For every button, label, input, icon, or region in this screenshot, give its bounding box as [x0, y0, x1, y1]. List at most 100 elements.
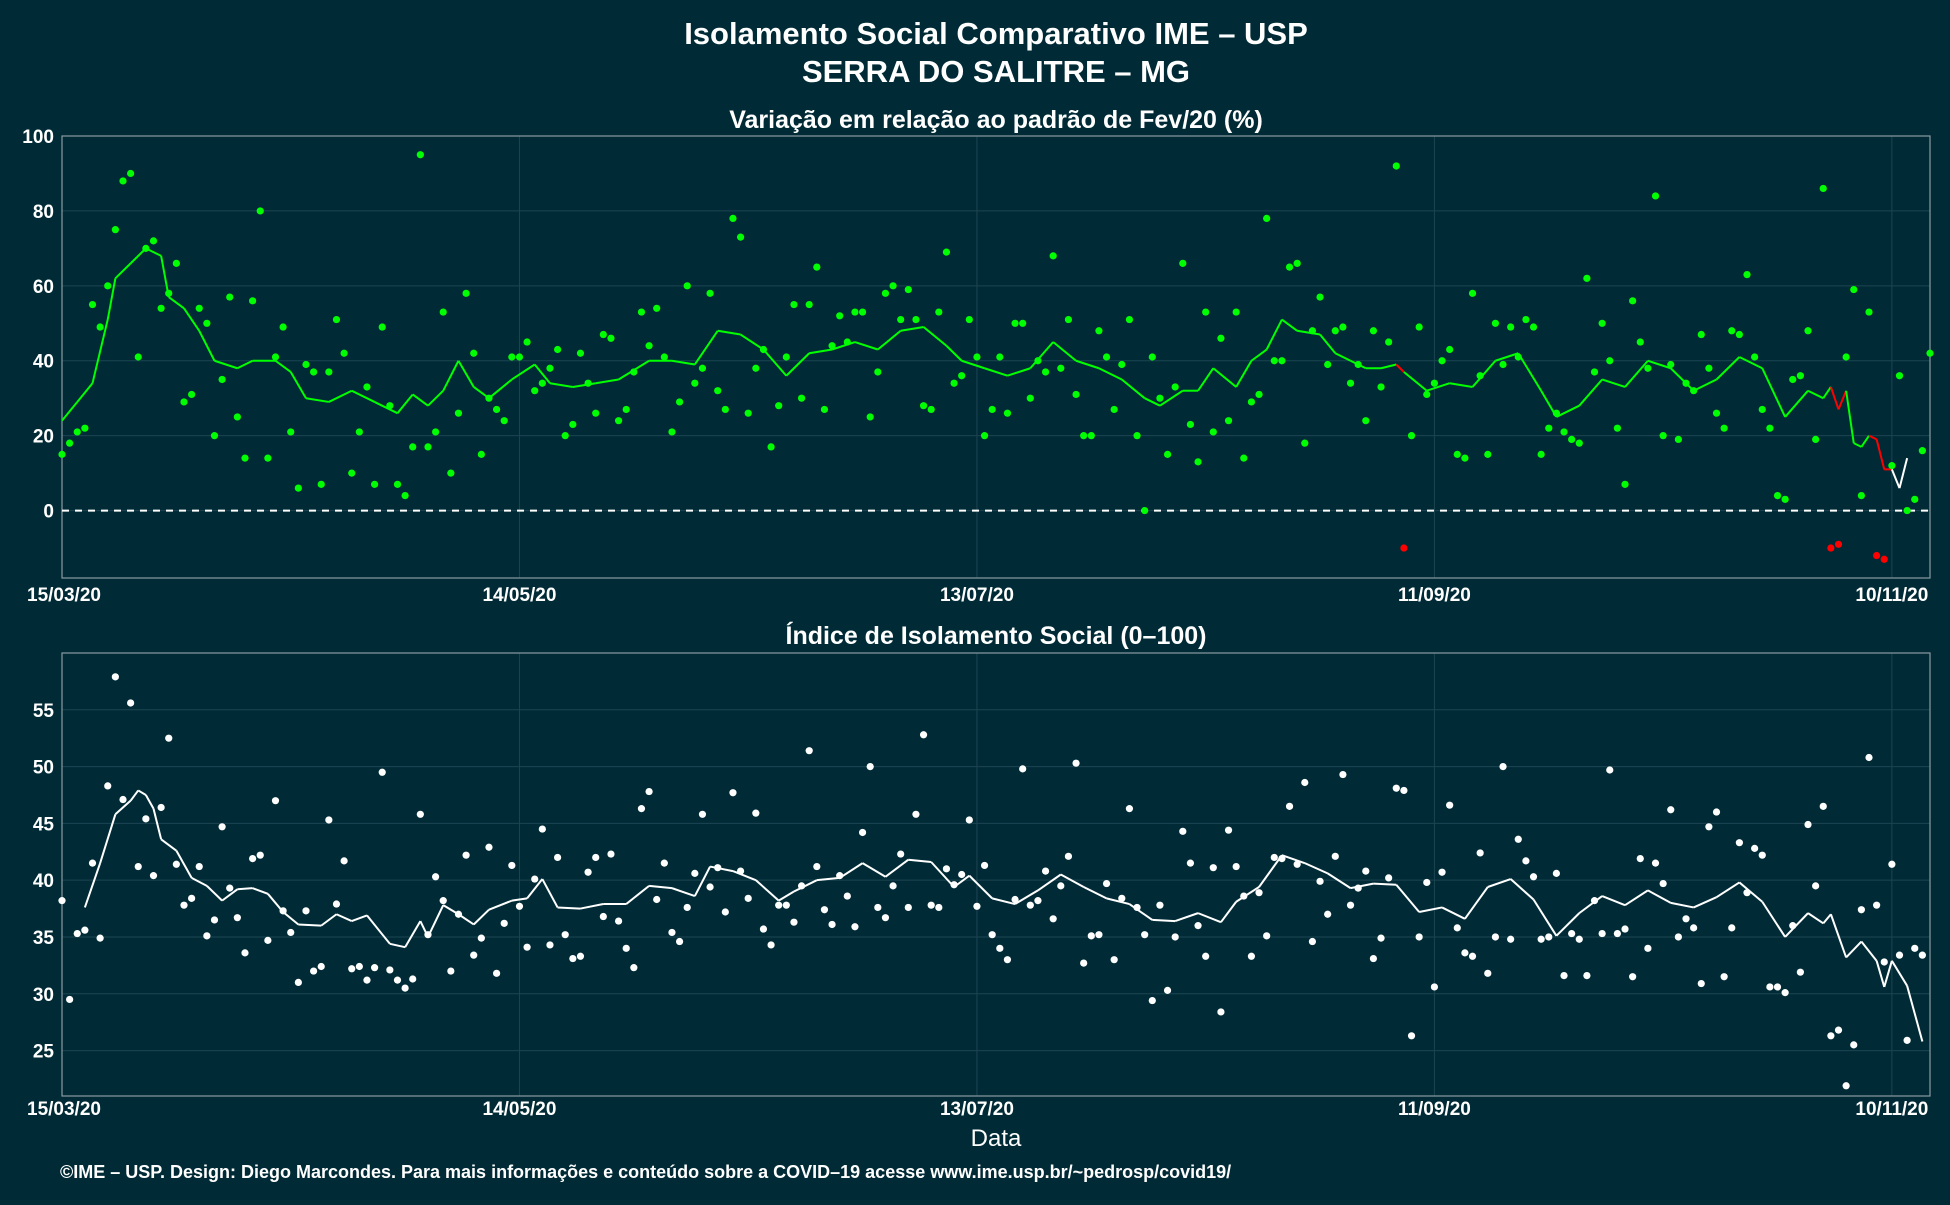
trend-line-segment	[160, 838, 177, 852]
data-point	[836, 872, 844, 880]
data-point	[1873, 551, 1881, 560]
data-point	[1263, 932, 1271, 940]
data-point	[1011, 895, 1019, 904]
data-point	[1690, 387, 1698, 395]
data-point	[1575, 439, 1583, 447]
data-point	[66, 439, 74, 447]
data-point	[1735, 330, 1743, 339]
data-point	[462, 289, 470, 297]
data-point	[1316, 293, 1324, 301]
data-point	[1232, 862, 1240, 871]
y-tick-label: 35	[33, 928, 55, 949]
trend-line-segment	[1327, 872, 1352, 889]
data-point	[561, 931, 569, 939]
trend-line-segment	[831, 341, 856, 351]
trend-line-segment	[1250, 348, 1268, 362]
trend-line-segment	[389, 942, 406, 949]
data-point	[325, 368, 333, 376]
data-point	[1880, 958, 1888, 966]
data-point	[477, 934, 485, 942]
data-point	[203, 932, 211, 940]
data-point	[790, 918, 798, 926]
trend-line-segment	[1471, 360, 1497, 388]
trend-line-segment	[488, 899, 513, 911]
data-point	[1026, 394, 1034, 402]
chart-title-line1: Isolamento Social Comparativo IME – USP	[684, 16, 1308, 51]
trend-line-segment	[1784, 390, 1809, 418]
data-point	[1392, 784, 1400, 792]
trend-line-segment	[1265, 319, 1283, 350]
data-point	[401, 491, 409, 500]
trend-line-segment	[984, 367, 1008, 377]
data-point	[614, 417, 623, 425]
data-point	[401, 984, 409, 992]
data-point	[279, 907, 287, 915]
trend-line-segment	[374, 401, 398, 415]
data-point	[1873, 901, 1881, 909]
trend-line-segment	[854, 341, 879, 351]
data-point	[1163, 450, 1172, 458]
data-point	[973, 353, 981, 361]
data-point	[1575, 935, 1583, 943]
trend-line-segment	[404, 920, 422, 948]
data-point	[172, 259, 180, 267]
trend-line-segment	[457, 360, 475, 388]
data-point	[134, 862, 142, 871]
trend-line-segment	[1845, 940, 1863, 959]
data-point	[851, 308, 859, 316]
data-point	[157, 304, 165, 312]
trend-line-segment	[396, 393, 414, 414]
data-point	[1918, 447, 1926, 455]
data-point	[1171, 933, 1179, 941]
data-point	[698, 810, 707, 818]
data-point	[1651, 859, 1660, 867]
data-point	[1285, 263, 1294, 271]
data-point	[1461, 949, 1469, 957]
data-point	[1080, 432, 1088, 440]
data-point	[409, 975, 417, 983]
data-point	[1095, 327, 1103, 335]
data-point	[660, 353, 668, 361]
data-point	[691, 379, 699, 387]
data-point	[416, 810, 424, 818]
trend-line-segment	[1829, 386, 1840, 410]
x-tick-label: 13/07/20	[940, 1099, 1014, 1120]
trend-line-segment	[930, 861, 955, 888]
data-point	[1240, 454, 1248, 462]
data-point	[881, 289, 890, 297]
trend-line-segment	[1304, 862, 1329, 875]
trend-line-segment	[144, 794, 155, 810]
data-point	[1651, 192, 1660, 200]
data-point	[340, 857, 348, 865]
data-point	[592, 409, 600, 417]
data-point	[1003, 409, 1012, 417]
data-point	[592, 853, 600, 862]
data-point	[1301, 439, 1309, 447]
data-point	[1400, 786, 1408, 795]
trend-line-segment	[1829, 913, 1848, 958]
trend-line-segment	[1853, 442, 1862, 448]
data-point	[775, 901, 783, 909]
data-point	[584, 379, 592, 387]
data-point	[927, 901, 935, 909]
data-point	[1407, 1032, 1416, 1040]
trend-line-segment	[625, 885, 650, 905]
data-point	[371, 964, 379, 972]
trend-line-segment	[1281, 318, 1298, 332]
data-point	[1476, 849, 1484, 857]
data-point	[454, 409, 463, 417]
trend-line-segment	[1715, 881, 1740, 899]
data-point	[1438, 357, 1446, 365]
data-point	[889, 282, 897, 290]
data-point	[965, 315, 973, 324]
data-point	[1537, 935, 1545, 943]
trend-line-segment	[862, 862, 886, 878]
data-point	[1804, 327, 1812, 335]
data-point	[988, 931, 996, 939]
data-point	[1446, 345, 1454, 354]
y-tick-label: 100	[22, 127, 54, 148]
data-point	[340, 349, 348, 357]
trend-line-segment	[1578, 895, 1603, 914]
data-point	[706, 289, 714, 297]
data-point	[1629, 973, 1637, 981]
